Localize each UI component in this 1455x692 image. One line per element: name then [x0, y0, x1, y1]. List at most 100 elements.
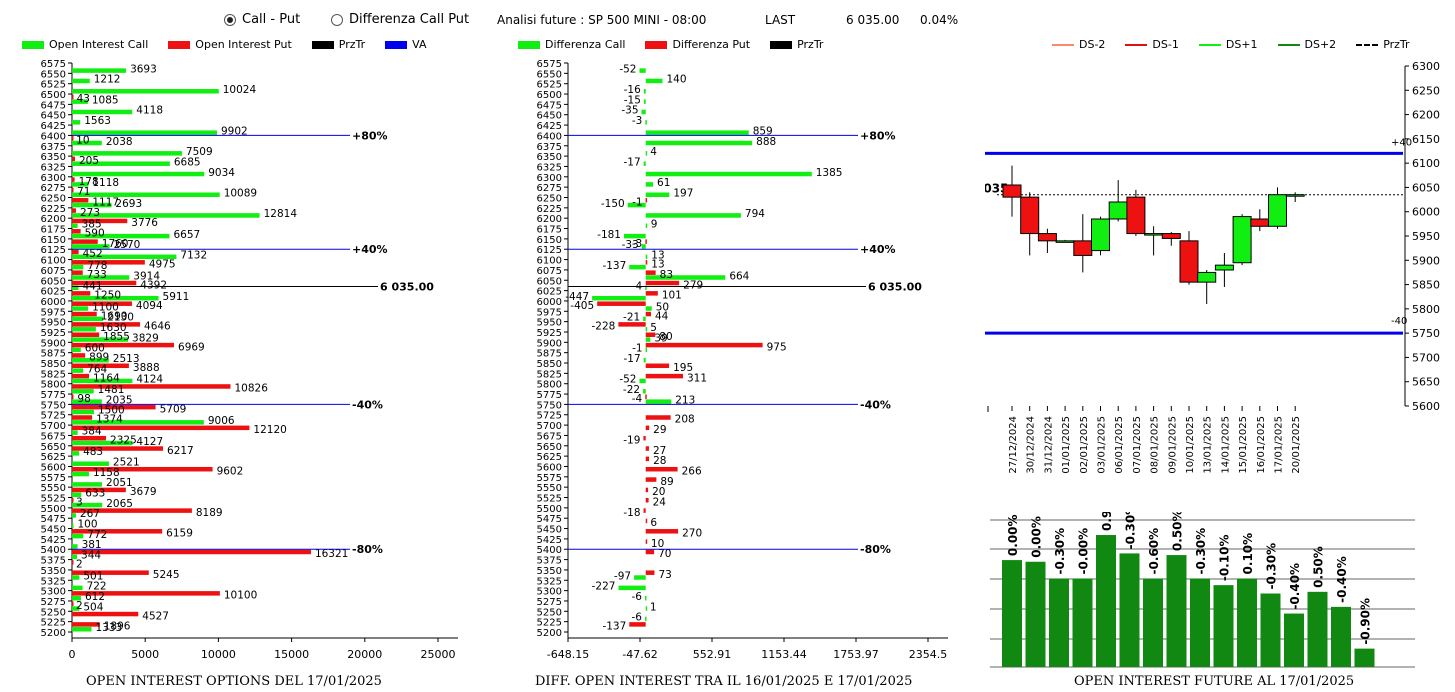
y-tick-label: 5750: [1412, 327, 1440, 340]
radio-call-put-indicator[interactable]: [224, 13, 236, 26]
y-tick-label: 5500: [537, 504, 562, 515]
call-value-label: 3693: [130, 63, 157, 75]
legend-options-label: VA: [412, 38, 427, 51]
radio-differenza[interactable]: Differenza Call Put: [331, 12, 469, 27]
y-tick-label: 5275: [41, 597, 66, 608]
call-value-label: 504: [83, 601, 103, 613]
x-tick-label: 31/12/2024: [1043, 416, 1054, 474]
y-tick-label: 5950: [1412, 230, 1440, 243]
oi-future-label: 0.10%: [1241, 533, 1255, 575]
put-bar: [645, 260, 648, 265]
call-bar: [72, 358, 109, 363]
put-value-label: 2: [76, 559, 83, 571]
put-value-label: 205: [79, 155, 99, 167]
oi-future-bar: [1049, 578, 1069, 667]
put-value-label: 2325: [110, 434, 137, 446]
put-bar: [643, 508, 646, 513]
y-tick-label: 5225: [41, 618, 66, 629]
legend-future: DS-2 DS-1 DS+1 DS+2 PrzTr: [1052, 38, 1424, 51]
put-value-label: 83: [660, 269, 673, 281]
x-tick-label: 09/01/2025: [1167, 416, 1178, 474]
oi-future-bar: [1025, 561, 1046, 667]
put-bar: [645, 498, 649, 503]
y-tick-label: 5750: [537, 400, 562, 411]
call-bar: [645, 140, 753, 146]
call-bar: [643, 389, 646, 394]
put-bar: [643, 435, 646, 441]
call-value-label: -35: [621, 105, 638, 117]
put-bar: [72, 415, 93, 420]
call-bar: [643, 358, 646, 363]
y-tick-label: 5475: [41, 514, 66, 525]
legend-diff-swatch: [645, 40, 668, 49]
y-tick-label: 5225: [537, 618, 562, 629]
legend-diff-swatch: [518, 40, 540, 49]
call-value-label: -150: [601, 198, 625, 210]
candle-body: [1161, 233, 1181, 239]
y-tick-label: 5200: [41, 628, 66, 639]
call-value-label: -17: [624, 353, 641, 365]
y-tick-label: 6225: [41, 204, 66, 215]
put-bar: [72, 156, 76, 162]
legend-future-label: PrzTr: [1383, 38, 1410, 51]
call-bar: [639, 378, 646, 384]
y-tick-label: 6025: [537, 287, 562, 298]
call-bar: [629, 264, 646, 270]
legend-options-swatch: [22, 40, 44, 49]
put-value-label: 6: [650, 517, 657, 529]
y-tick-label: 5925: [41, 328, 66, 339]
y-tick-label: 5600: [1412, 400, 1440, 413]
put-value-label: 733: [87, 269, 107, 281]
call-bar: [72, 430, 78, 435]
put-bar: [72, 322, 141, 327]
x-tick-label: 06/01/2025: [1114, 416, 1125, 474]
call-bar: [72, 482, 103, 487]
call-bar: [72, 295, 159, 301]
put-bar: [72, 177, 75, 182]
legend-diff-label: Differenza Put: [672, 38, 751, 51]
y-tick-label: 5425: [41, 535, 66, 546]
put-bar: [645, 466, 678, 472]
oi-future-label: 0.50%: [1312, 546, 1326, 588]
y-tick-label: 5825: [41, 369, 66, 380]
legend-diff-item: PrzTr: [770, 38, 823, 51]
x-tick-label: 10/01/2025: [1185, 416, 1196, 474]
candle-body: [1232, 216, 1252, 264]
put-value-label: 80: [659, 331, 672, 343]
oi-future-bar: [1213, 585, 1234, 667]
call-bar: [639, 68, 646, 73]
call-bar: [645, 120, 647, 125]
call-value-label: 859: [753, 125, 773, 137]
put-bar: [72, 249, 79, 255]
put-bar: [72, 94, 74, 100]
call-value-label: 100: [77, 519, 97, 531]
options-oi-chart: 6575655065256500647564506425640063756350…: [41, 59, 458, 661]
put-bar: [645, 518, 648, 524]
x-tick-label: 552.91: [693, 648, 732, 661]
put-bar: [72, 404, 156, 410]
call-value-label: 2035: [106, 394, 133, 406]
call-bar: [72, 575, 80, 580]
y-tick-label: 5375: [41, 556, 66, 567]
put-value-label: 3: [76, 497, 83, 509]
y-tick-label: 5400: [537, 545, 562, 556]
y-tick-label: 5625: [41, 452, 66, 463]
candle-body: [1268, 194, 1287, 227]
x-tick-label: 20000: [347, 648, 382, 661]
call-value-label: 633: [85, 488, 105, 500]
y-tick-label: 6575: [41, 59, 66, 70]
x-tick-label: 03/01/2025: [1097, 416, 1108, 474]
put-value-label: 16321: [315, 548, 348, 560]
reference-label: -40%: [352, 398, 383, 411]
call-bar: [592, 295, 646, 301]
legend-diff-item: Differenza Call: [518, 38, 625, 51]
radio-differenza-indicator[interactable]: [331, 13, 343, 26]
y-tick-label: 6200: [41, 214, 66, 225]
candle-body: [1285, 194, 1305, 197]
y-tick-label: 6175: [41, 225, 66, 236]
y-tick-label: 6150: [537, 235, 562, 246]
put-bar: [645, 487, 649, 493]
call-value-label: 2570: [114, 239, 141, 251]
y-tick-label: 5675: [41, 431, 66, 442]
radio-call-put[interactable]: Call - Put: [224, 12, 300, 27]
